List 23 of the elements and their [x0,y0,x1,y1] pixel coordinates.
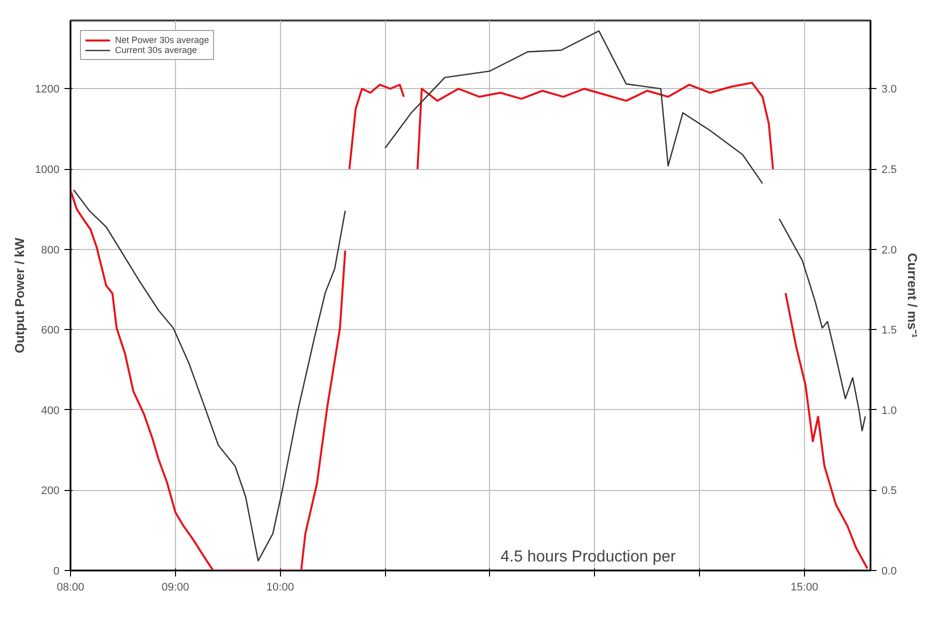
y2-axis-title: Current / ms⁻¹ [904,253,920,338]
y-tick-label: 800 [41,244,60,256]
y2-tick-label: 3.0 [882,84,897,96]
y2-tick-label: 2.5 [882,164,897,176]
legend-label: Current 30s average [115,45,198,55]
y-tick-label: 400 [41,404,60,417]
x-tick-label: 08:00 [56,582,84,594]
y-tick-label: 1200 [35,84,60,96]
y-tick-label: 0 [53,566,60,578]
y-tick-label: 1000 [35,164,60,176]
y2-tick-label: 2.0 [882,244,897,256]
x-tick-label: 15:00 [790,582,818,594]
y-axis-title: Output Power / kW [12,236,28,354]
legend-label: Net Power 30s average [115,35,210,45]
x-tick-label: 09:00 [162,582,190,594]
x-tick-label: 10:00 [266,582,294,594]
y2-tick-label: 1.5 [882,324,897,337]
y-tick-label: 200 [41,485,60,498]
y2-tick-label: 0.5 [882,485,897,498]
y2-tick-label: 1.0 [882,404,897,417]
y2-tick-label: 0.0 [882,566,897,578]
y-tick-label: 600 [41,324,60,337]
annotation: 4.5 hours Production per [500,548,676,566]
